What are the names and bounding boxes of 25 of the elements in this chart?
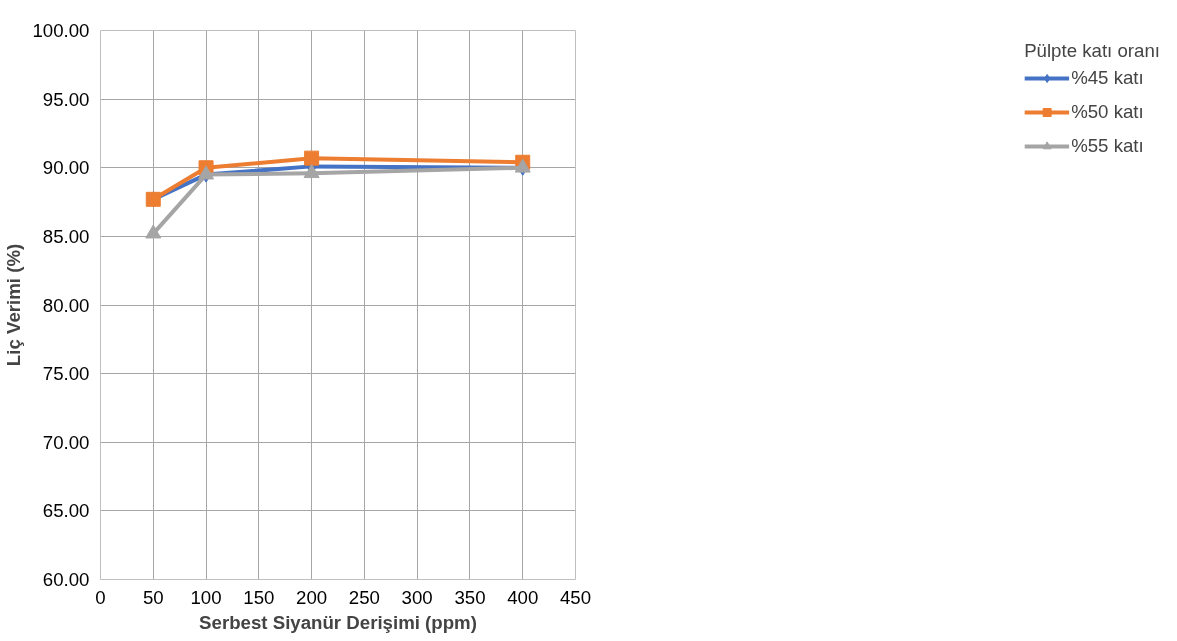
x-axis-title: Serbest Siyanür Derişimi (ppm) <box>199 611 477 633</box>
x-tick-label: 50 <box>142 586 164 608</box>
y-tick-label: 75.00 <box>42 363 90 385</box>
x-tick-label: 350 <box>454 586 486 608</box>
legend-label: %55 katı <box>1071 135 1144 157</box>
y-tick-label: 95.00 <box>42 88 90 110</box>
x-tick-label: 400 <box>507 586 539 608</box>
x-tick-label: 300 <box>401 586 433 608</box>
y-tick-label: 80.00 <box>42 294 90 316</box>
x-tick-label: 250 <box>348 586 380 608</box>
legend-title: Pülpte katı oranı <box>1024 40 1160 62</box>
y-tick-label: 70.00 <box>42 431 90 453</box>
x-tick-label: 450 <box>559 586 592 608</box>
x-tick-label: 150 <box>243 586 275 608</box>
legend-label: %50 katı <box>1071 101 1144 123</box>
x-tick-label: 100 <box>190 586 222 608</box>
y-tick-label: 65.00 <box>42 500 90 522</box>
y-tick-label: 60.00 <box>42 569 90 590</box>
y-tick-label: 90.00 <box>42 157 90 179</box>
legend-label: %45 katı <box>1071 67 1144 89</box>
y-axis-title: Liç Verimi (%) <box>3 243 25 367</box>
x-tick-label: 200 <box>296 586 328 608</box>
x-tick-label: 0 <box>95 586 106 608</box>
y-tick-label: 100.00 <box>32 20 90 41</box>
y-tick-label: 85.00 <box>42 225 90 247</box>
